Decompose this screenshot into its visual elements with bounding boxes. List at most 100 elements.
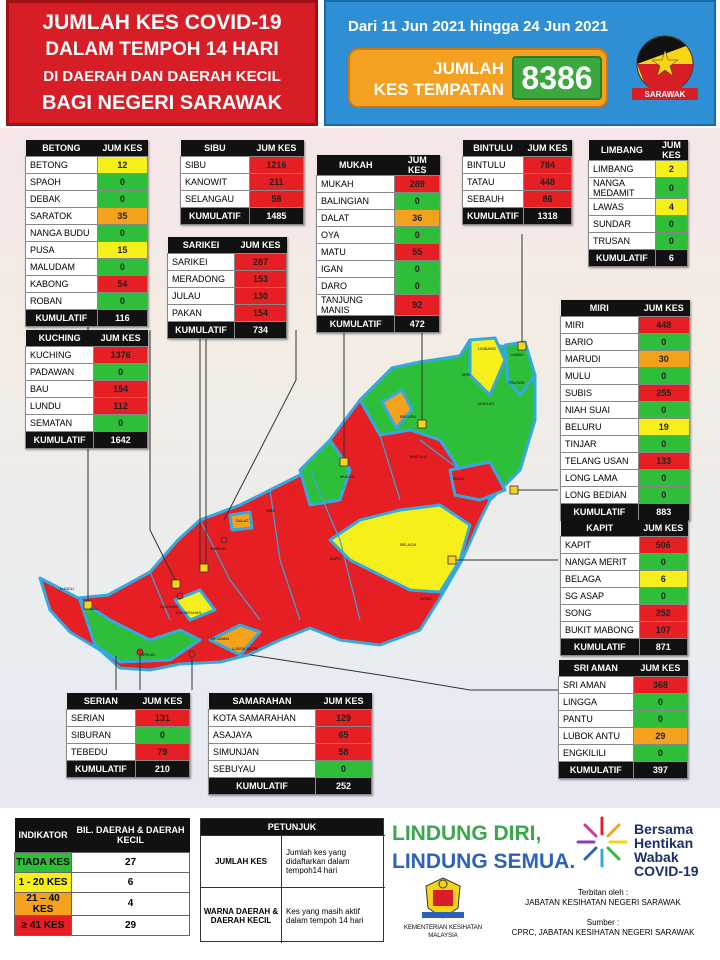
legend-count: 27: [71, 851, 190, 873]
table-row: SEMATAN 0: [24, 413, 148, 432]
case-count: 255: [637, 383, 691, 402]
table-row: SELANGAU 58: [180, 189, 305, 208]
table-row: LAWAS 4: [588, 198, 689, 216]
legend-row: ≥ 41 KES 29: [13, 914, 190, 936]
table-kuching: KUCHING JUM KES KUCHING 1376 PADAWAN 0 BAU 154 L…: [24, 330, 148, 449]
district-name: IGAN: [315, 260, 396, 278]
table-serian: SERIAN JUM KES SERIAN 131 SIBURAN 0 TEBEDU 79 KU…: [66, 693, 191, 778]
table-row: ASAJAYA 65: [207, 725, 372, 744]
total-count: 1485: [248, 206, 305, 225]
case-count: 0: [96, 172, 149, 191]
table-row: SARIKEI 287: [166, 252, 287, 271]
total-row: KUMULATIF 734: [166, 320, 287, 339]
legend-indicator: ≥ 41 KES: [13, 914, 73, 936]
case-count: 0: [632, 692, 689, 711]
district-name: MUKAH: [315, 175, 396, 193]
campaign-line-1: Bersama: [634, 821, 694, 837]
case-column-header: JUM KES: [93, 330, 148, 346]
district-name: SPAOH: [25, 172, 98, 191]
total-row: KUMULATIF 116: [25, 308, 149, 327]
total-count: 883: [637, 502, 691, 521]
map-label: LIMBANG: [478, 346, 496, 351]
district-name: MALUDAM: [25, 257, 98, 276]
district-name: ENGKILILI: [558, 743, 634, 762]
table-row: BETONG 12: [25, 155, 149, 174]
slogan-line-2: LINDUNG SEMUA.: [392, 850, 576, 873]
legend-indicator: TIADA KES: [13, 851, 73, 873]
district-name: BALINGIAN: [315, 192, 396, 210]
table-row: IGAN 0: [315, 260, 440, 278]
table-row: MATU 55: [315, 243, 440, 261]
petunjuk-box: PETUNJUK JUMLAH KES Jumlah kes yang dida…: [200, 818, 385, 943]
total-row: KUMULATIF 397: [558, 760, 689, 779]
table-row: DALAT 36: [315, 209, 440, 227]
case-count: 86: [522, 189, 573, 208]
legend-col-1: INDIKATOR: [14, 818, 72, 852]
district-name: DALAT: [315, 209, 396, 227]
district-name: NIAH SUAI: [560, 400, 639, 419]
table-row: SIBU 1216: [180, 155, 305, 174]
case-column-header: JUM KES: [234, 237, 287, 253]
case-count: 0: [632, 743, 689, 762]
division-name: SIBU: [180, 140, 250, 156]
district-name: KOTA SAMARAHAN: [207, 708, 317, 727]
map-label: BELAGA: [400, 542, 416, 547]
total-count: 734: [234, 320, 287, 339]
case-count: 0: [637, 400, 691, 419]
table-row: TEBEDU 79: [66, 742, 191, 761]
district-name: SERIAN: [66, 708, 136, 727]
table-row: ENGKILILI 0: [558, 743, 689, 762]
district-name: SEMATAN: [24, 413, 95, 432]
ministry-line-1: KEMENTERIAN KESIHATAN: [403, 925, 483, 931]
petunjuk-desc-1: Jumlah kes yang didaftarkan dalam tempoh…: [281, 836, 385, 887]
case-count: 211: [248, 172, 305, 191]
table-row: KANOWIT 211: [180, 172, 305, 191]
case-count: 0: [637, 366, 691, 385]
title-banner: JUMLAH KES COVID-19 DALAM TEMPOH 14 HARI…: [6, 0, 318, 126]
legend-count: 6: [71, 871, 190, 893]
table-sarikei: SARIKEI JUM KES SARIKEI 287 MERADONG 153 JULAU…: [166, 237, 287, 339]
division-name: KUCHING: [25, 330, 94, 346]
total-row: KUMULATIF 871: [560, 637, 689, 656]
map-region-mukah: [298, 438, 352, 507]
district-name: TINJAR: [560, 434, 639, 453]
case-count: 368: [632, 675, 689, 694]
total-row: KUMULATIF 1485: [180, 206, 305, 225]
total-label: KUMULATIF: [462, 206, 524, 225]
table-row: SRI AMAN 368: [558, 675, 689, 694]
emblem-text: SARAWAK: [645, 90, 686, 99]
total-label: KUMULATIF: [24, 430, 95, 449]
total-label: KUMULATIF: [588, 249, 656, 267]
petunjuk-key-2: WARNA DAERAH & DAERAH KECIL: [203, 906, 279, 925]
district-name: LONG LAMA: [560, 468, 639, 487]
petunjuk-row-1: JUMLAH KES Jumlah kes yang didaftarkan d…: [201, 835, 385, 887]
date-range: Dari 11 Jun 2021 hingga 24 Jun 2021: [348, 18, 609, 35]
case-count: 15: [96, 240, 149, 259]
case-count: 36: [394, 209, 440, 227]
total-label: KUMULATIF: [315, 315, 396, 333]
total-label-2: KES TEMPATAN: [373, 80, 504, 99]
table-row: SEBAUH 86: [462, 189, 573, 208]
legend-table: INDIKATOR BIL. DAERAH & DAERAH KECIL TIADA…: [13, 818, 190, 936]
total-count: 1642: [93, 430, 148, 449]
total-label: KUMULATIF: [66, 759, 136, 778]
case-count: 0: [96, 291, 149, 310]
case-count: 92: [394, 294, 440, 316]
table-mukah: MUKAH JUM KES MUKAH 289 BALINGIAN 0 DALAT 36 OYA…: [315, 155, 440, 333]
district-name: PANTU: [558, 709, 634, 728]
table-row: SIMUNJAN 58: [207, 742, 372, 761]
legend-indicator: 21 – 40 KES: [13, 891, 73, 916]
total-row: KUMULATIF 252: [207, 776, 372, 795]
table-row: BELURU 19: [560, 417, 691, 436]
table-sri-aman: SRI AMAN JUM KES SRI AMAN 368 LINGGA 0 PANTU 0 L…: [558, 660, 689, 779]
table-row: NANGA MERIT 0: [560, 552, 689, 571]
case-count: 0: [638, 586, 689, 605]
table-row: LONG BEDIAN 0: [560, 485, 691, 504]
division-name: BINTULU: [462, 140, 524, 156]
case-count: 58: [315, 742, 372, 761]
total-value: 8386: [512, 56, 602, 100]
petunjuk-title: PETUNJUK: [201, 819, 383, 835]
case-count: 287: [234, 252, 287, 271]
case-column-header: JUM KES: [135, 693, 190, 709]
slogan-line-1: LINDUNG DIRI,: [392, 822, 542, 845]
